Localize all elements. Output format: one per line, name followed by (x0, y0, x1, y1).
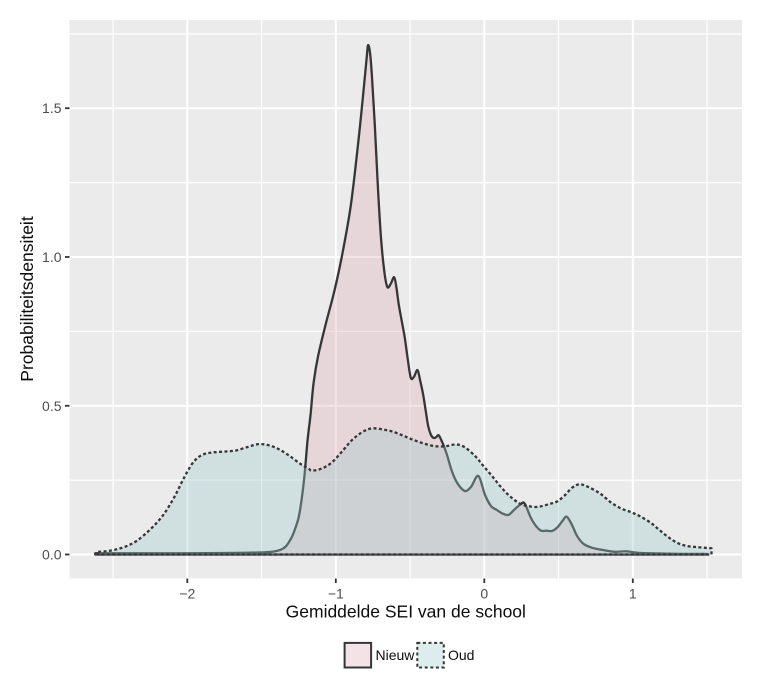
svg-text:Gemiddelde SEI van de school: Gemiddelde SEI van de school (286, 602, 526, 622)
svg-text:−2: −2 (179, 586, 195, 602)
svg-text:Oud: Oud (448, 647, 474, 663)
svg-text:0.0: 0.0 (42, 547, 62, 563)
svg-text:1.0: 1.0 (42, 249, 62, 265)
svg-text:Probabiliteitsdensiteit: Probabiliteitsdensiteit (17, 216, 37, 382)
svg-text:1: 1 (629, 586, 637, 602)
svg-text:Nieuw: Nieuw (376, 647, 416, 663)
svg-text:0: 0 (480, 586, 488, 602)
svg-text:1.5: 1.5 (42, 100, 62, 116)
svg-text:−1: −1 (328, 586, 344, 602)
svg-text:0.5: 0.5 (42, 398, 62, 414)
